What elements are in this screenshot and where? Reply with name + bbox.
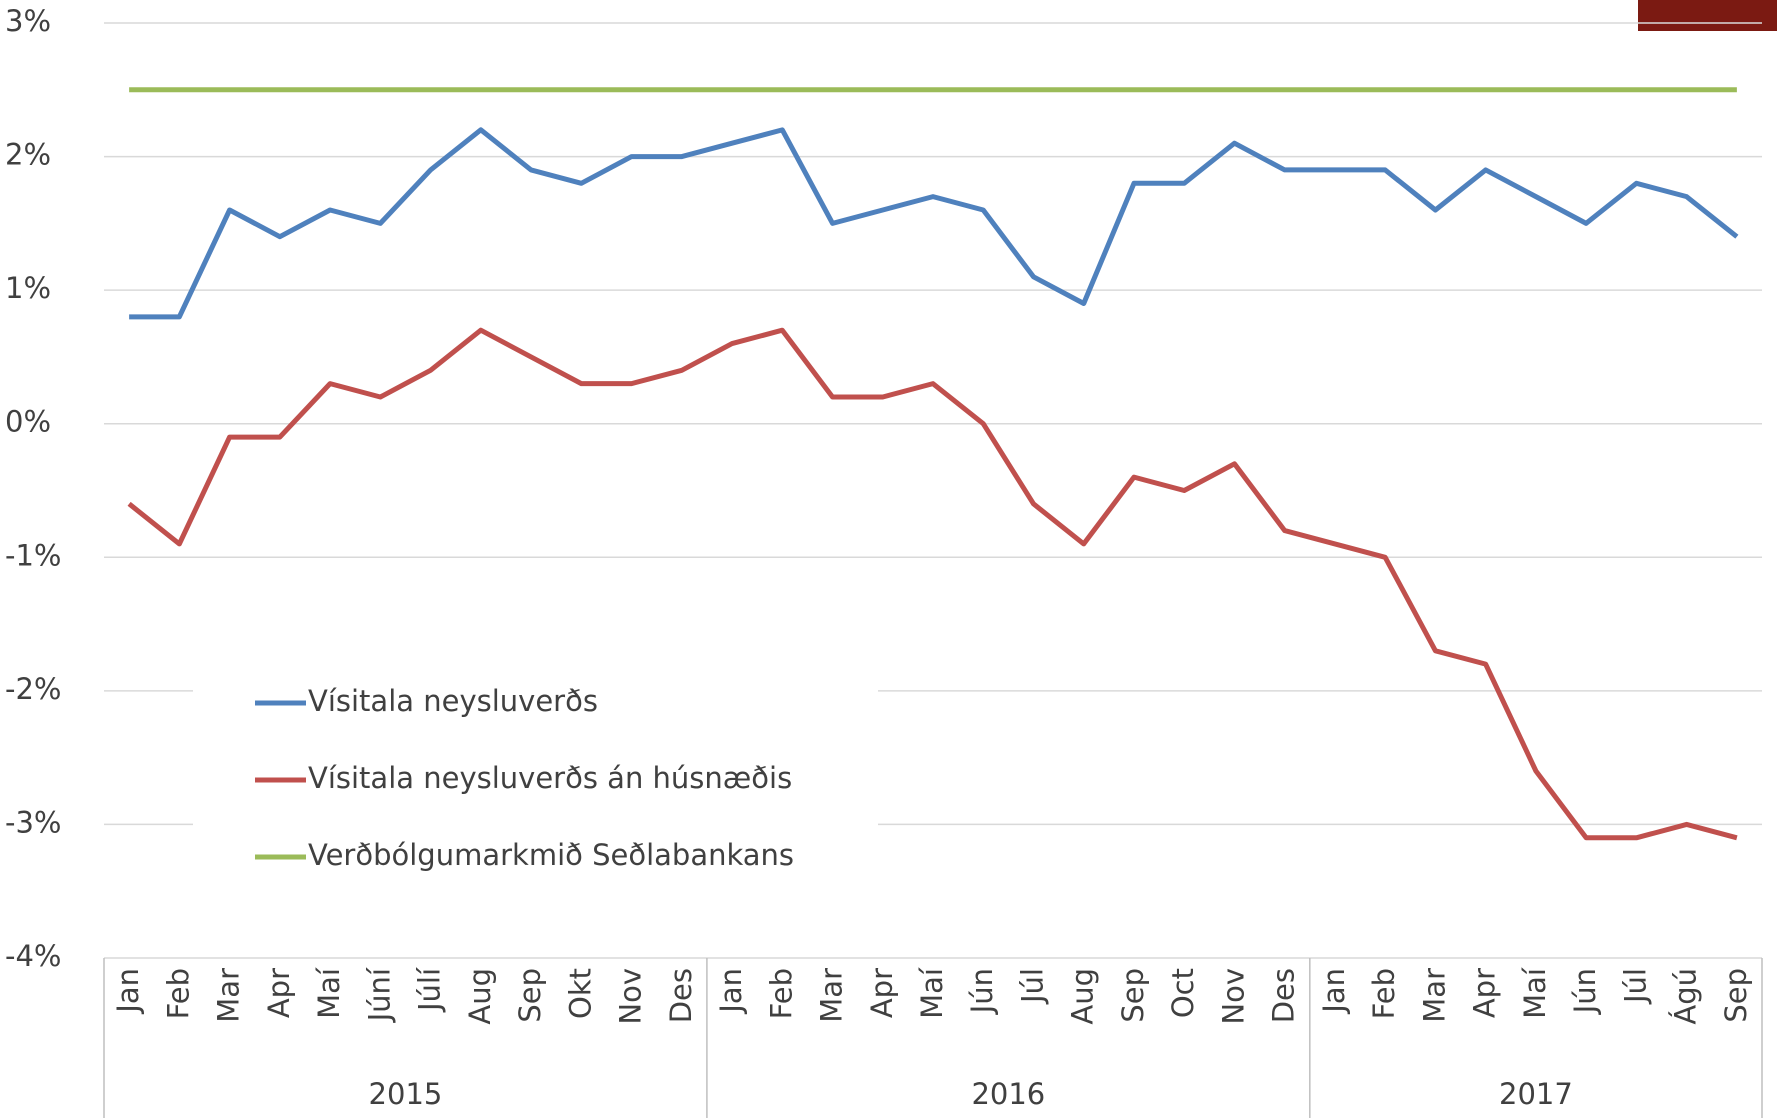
y-tick-label: -1% <box>5 538 61 572</box>
x-tick-label: Des <box>1267 968 1301 1023</box>
x-tick-label: Sep <box>1719 968 1753 1023</box>
x-tick-label: Des <box>664 968 698 1023</box>
x-group-label: 2015 <box>369 1077 443 1111</box>
legend-label: Verðbólgumarkmið Seðlabankans <box>308 838 794 872</box>
y-tick-label: 1% <box>5 271 51 305</box>
y-tick-label: -2% <box>5 672 61 706</box>
x-tick-label: Mar <box>815 968 849 1023</box>
series-line <box>129 127 1739 320</box>
x-tick-label: Nov <box>614 968 648 1025</box>
x-tick-label: Jan <box>111 968 145 1015</box>
x-tick-label: Apr <box>865 968 899 1018</box>
x-tick-label: Feb <box>161 968 195 1019</box>
x-tick-label: Feb <box>764 968 798 1019</box>
x-group-label: 2017 <box>1499 1077 1573 1111</box>
series-line <box>127 327 1738 841</box>
x-tick-label: Júl <box>1618 968 1652 1005</box>
x-tick-label: Jan <box>1317 968 1351 1015</box>
x-tick-label: Jan <box>714 968 748 1015</box>
y-tick-label: 2% <box>5 138 51 172</box>
x-tick-label: Aug <box>463 968 497 1025</box>
x-tick-label: Júní <box>362 967 396 1023</box>
x-tick-label: Ágú <box>1669 968 1703 1025</box>
x-tick-label: Júlí <box>413 967 447 1013</box>
x-tick-label: Okt <box>563 968 597 1019</box>
x-tick-label: Feb <box>1367 968 1401 1019</box>
x-tick-label: Maí <box>312 967 346 1019</box>
x-tick-label: Apr <box>1468 968 1502 1018</box>
x-group-label: 2016 <box>971 1077 1045 1111</box>
x-tick-label: Mar <box>212 968 246 1023</box>
legend-box <box>193 663 878 895</box>
x-tick-label: Aug <box>1066 968 1100 1025</box>
y-tick-label: -4% <box>5 939 61 973</box>
x-tick-label: Maí <box>1518 967 1552 1019</box>
x-tick-label: Oct <box>1166 968 1200 1018</box>
x-tick-label: Jún <box>965 968 999 1015</box>
x-tick-label: Mar <box>1417 968 1451 1023</box>
y-tick-label: 0% <box>5 405 51 439</box>
x-tick-label: Jún <box>1568 968 1602 1015</box>
x-tick-label: Júl <box>1015 968 1049 1005</box>
x-tick-label: Apr <box>262 968 296 1018</box>
x-tick-label: Sep <box>513 968 547 1023</box>
legend-label: Vísitala neysluverðs án húsnæðis <box>308 761 792 795</box>
logo <box>1638 0 1777 31</box>
y-tick-label: 3% <box>5 4 51 38</box>
x-tick-label: Sep <box>1116 968 1150 1023</box>
legend-label: Vísitala neysluverðs <box>308 684 598 718</box>
y-tick-label: -3% <box>5 805 61 839</box>
x-tick-label: Nov <box>1216 968 1250 1025</box>
legend: Vísitala neysluverðs Vísitala neysluverðs… <box>193 663 878 895</box>
x-tick-label: Maí <box>915 967 949 1019</box>
